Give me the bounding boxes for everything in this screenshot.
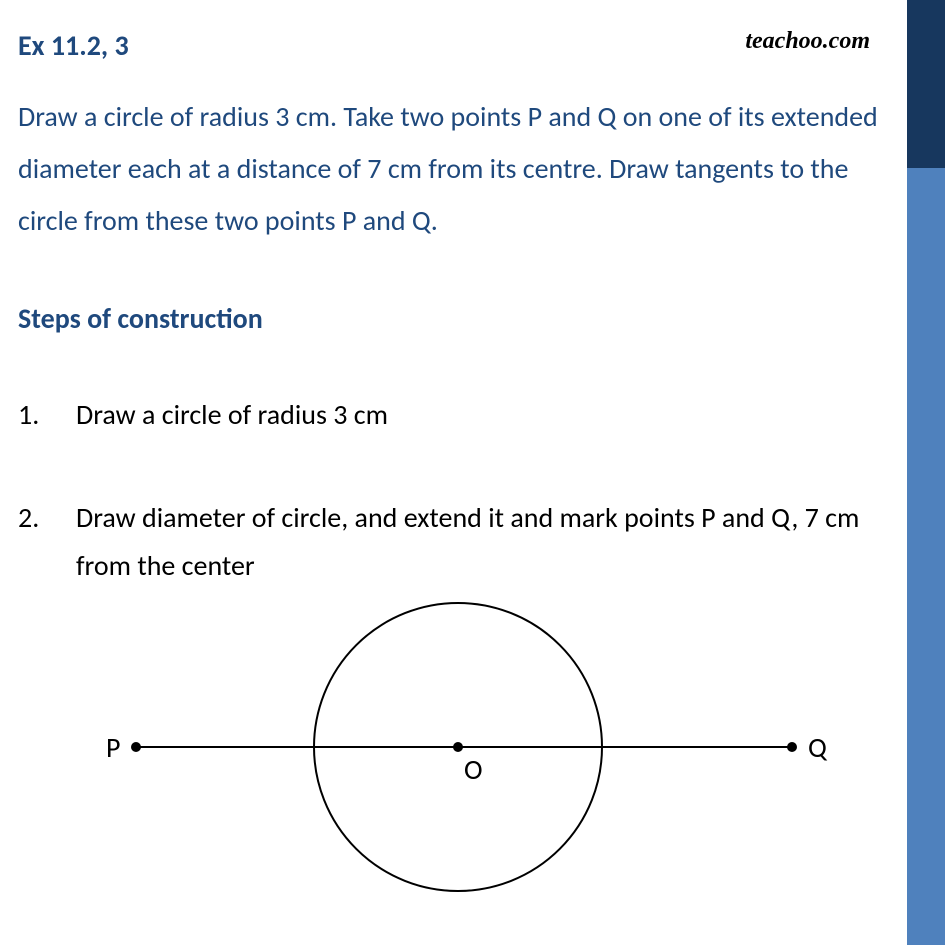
circle-diagram: P O Q bbox=[78, 599, 880, 914]
question-text: Draw a circle of radius 3 cm. Take two p… bbox=[18, 91, 880, 246]
step-text: Draw a circle of radius 3 cm bbox=[76, 391, 880, 439]
exercise-title: Ex 11.2, 3 bbox=[18, 28, 129, 63]
steps-heading: Steps of construction bbox=[18, 301, 880, 336]
watermark: teachoo.com bbox=[745, 28, 870, 55]
point-p bbox=[131, 742, 141, 752]
border-light bbox=[907, 168, 945, 945]
step-item: 2. Draw diameter of circle, and extend i… bbox=[18, 494, 880, 589]
step-text: Draw diameter of circle, and extend it a… bbox=[76, 494, 880, 589]
label-p: P bbox=[106, 730, 120, 765]
step-item: 1. Draw a circle of radius 3 cm bbox=[18, 391, 880, 439]
point-q bbox=[787, 742, 797, 752]
diagram-svg: P O Q bbox=[78, 599, 838, 909]
step-number: 1. bbox=[18, 391, 76, 439]
label-q: Q bbox=[808, 730, 828, 765]
label-o: O bbox=[464, 752, 483, 787]
white-strip bbox=[898, 0, 907, 945]
header: Ex 11.2, 3 teachoo.com bbox=[18, 28, 880, 63]
step-number: 2. bbox=[18, 494, 76, 589]
page-content: Ex 11.2, 3 teachoo.com Draw a circle of … bbox=[0, 0, 898, 945]
steps-list: 1. Draw a circle of radius 3 cm 2. Draw … bbox=[18, 391, 880, 589]
point-o bbox=[453, 742, 463, 752]
